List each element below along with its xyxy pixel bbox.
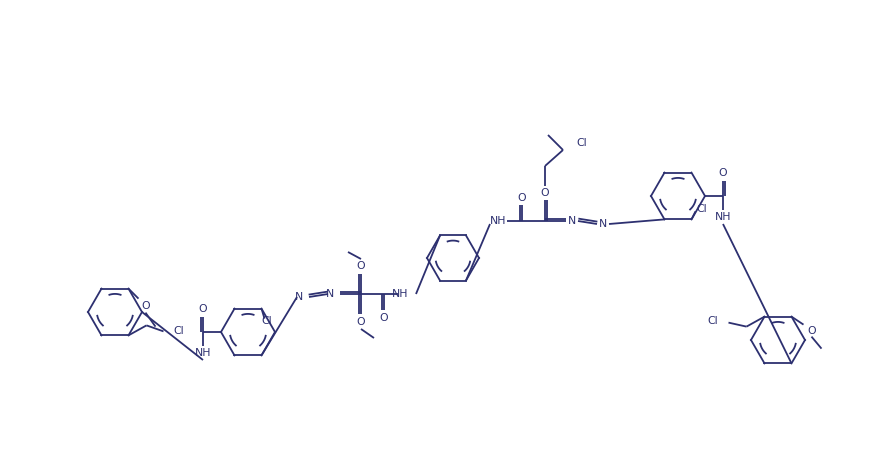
- Text: N: N: [567, 216, 576, 226]
- Text: Cl: Cl: [696, 204, 706, 214]
- Text: Cl: Cl: [575, 138, 586, 148]
- Text: O: O: [540, 188, 548, 198]
- Text: O: O: [141, 301, 150, 311]
- Text: Cl: Cl: [707, 316, 718, 326]
- Text: O: O: [198, 304, 207, 314]
- Text: NH: NH: [391, 289, 408, 299]
- Text: O: O: [718, 168, 727, 178]
- Text: O: O: [379, 313, 388, 323]
- Text: O: O: [356, 317, 365, 327]
- Text: N: N: [294, 292, 303, 302]
- Text: NH: NH: [489, 216, 506, 226]
- Text: NH: NH: [195, 348, 211, 358]
- Text: N: N: [325, 289, 334, 299]
- Text: Cl: Cl: [174, 326, 184, 337]
- Text: NH: NH: [714, 212, 730, 222]
- Text: O: O: [356, 261, 365, 271]
- Text: O: O: [806, 326, 815, 336]
- Text: O: O: [517, 193, 525, 203]
- Text: N: N: [598, 219, 606, 229]
- Text: Cl: Cl: [260, 316, 271, 326]
